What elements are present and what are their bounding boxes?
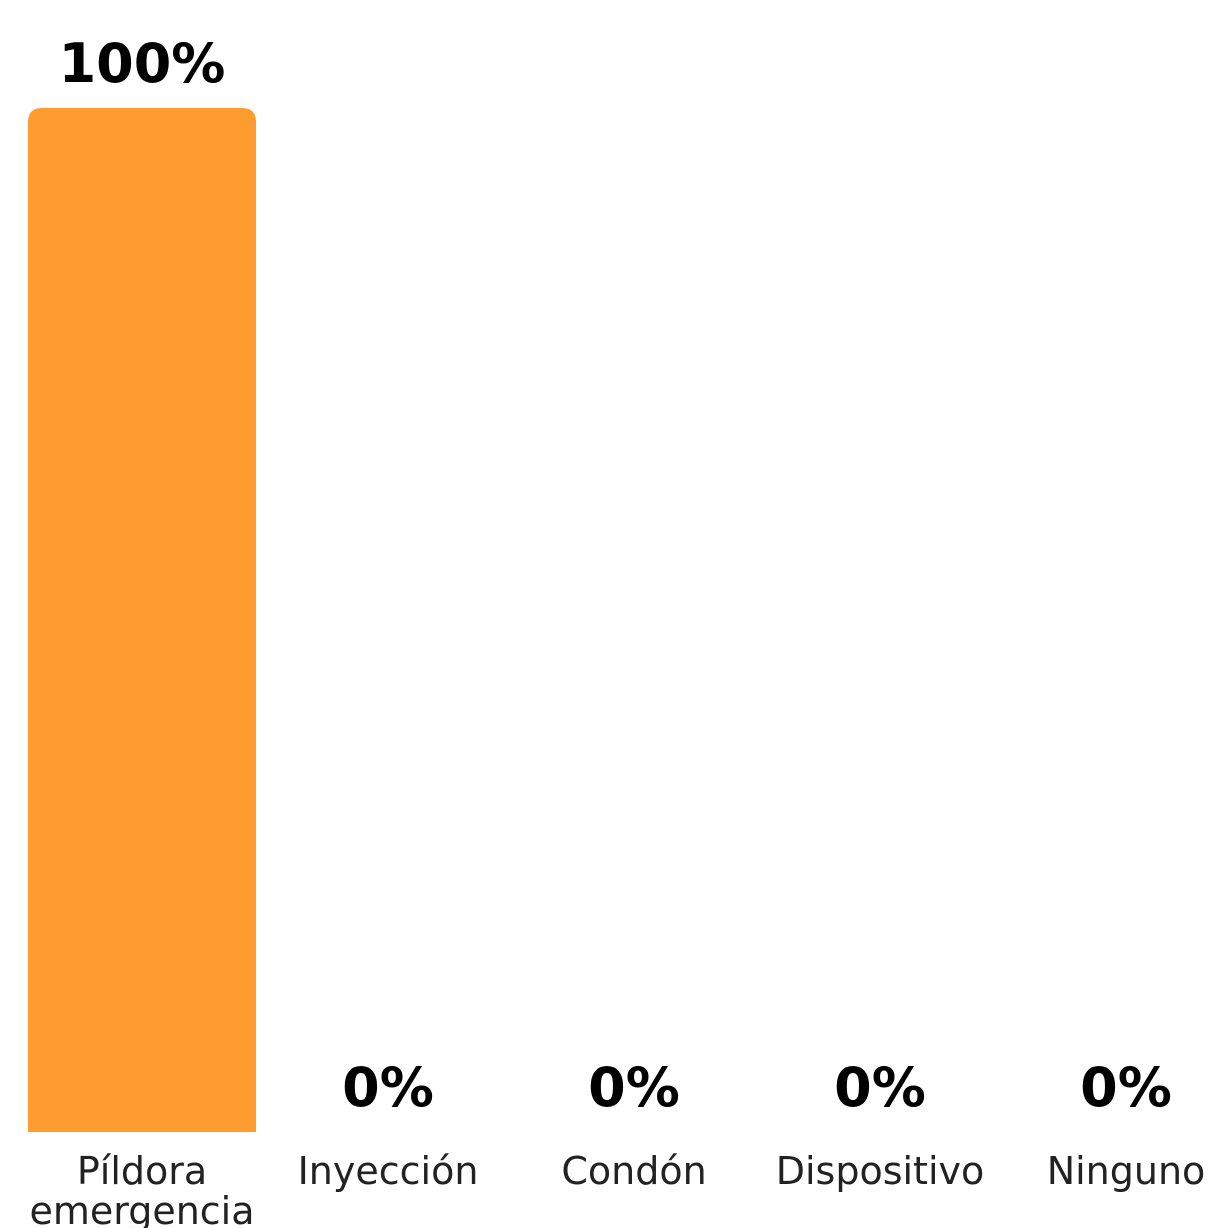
category-label-2: Condón <box>561 1149 706 1193</box>
category-label-3: Dispositivo <box>776 1149 985 1193</box>
category-label-0-line-1: emergencia <box>29 1189 254 1228</box>
category-label-0-line-0: Píldora <box>77 1149 207 1193</box>
category-label-1: Inyección <box>298 1149 479 1193</box>
value-label-4: 0% <box>1080 1056 1172 1119</box>
category-labels-group: Píldora emergencia Inyección Condón Disposit… <box>29 1149 1205 1228</box>
bars-group <box>28 108 256 1132</box>
value-label-0: 100% <box>59 32 226 95</box>
category-label-3-line-0: Dispositivo <box>776 1149 985 1193</box>
value-labels-group: 100% 0% 0% 0% 0% <box>59 32 1172 1119</box>
value-label-2: 0% <box>588 1056 680 1119</box>
category-label-0: Píldora emergencia <box>29 1149 254 1228</box>
category-label-4-line-0: Ninguno <box>1047 1149 1206 1193</box>
value-label-3: 0% <box>834 1056 926 1119</box>
category-label-2-line-0: Condón <box>561 1149 706 1193</box>
category-label-1-line-0: Inyección <box>298 1149 479 1193</box>
value-label-1: 0% <box>342 1056 434 1119</box>
bar-0 <box>28 108 256 1132</box>
category-label-4: Ninguno <box>1047 1149 1206 1193</box>
